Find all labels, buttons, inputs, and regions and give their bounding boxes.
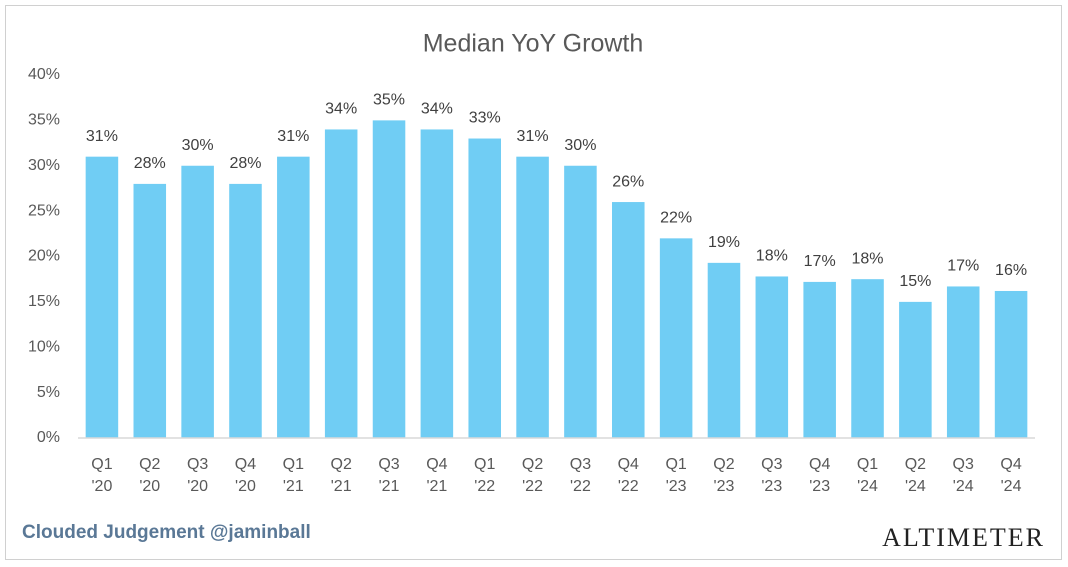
x-tick-label: Q3 '24 — [952, 456, 974, 495]
x-tick-label: Q2 '20 — [139, 456, 161, 495]
x-tick-label: Q4 '21 — [426, 456, 448, 495]
x-tick-label: Q3 '20 — [186, 456, 209, 495]
value-label: 28% — [134, 155, 166, 172]
bar — [277, 156, 310, 439]
bar — [85, 156, 119, 439]
value-label: 33% — [469, 110, 501, 127]
y-tick-label: 15% — [28, 293, 60, 310]
x-tick-label: Q2 '22 — [521, 456, 544, 495]
x-tick-label: Q4 '23 — [809, 456, 831, 495]
value-label: 15% — [899, 273, 931, 290]
bar — [851, 279, 884, 438]
bar — [707, 262, 741, 438]
bar — [516, 156, 549, 439]
value-label: 31% — [517, 128, 549, 145]
bar — [133, 183, 167, 438]
value-label: 18% — [756, 248, 788, 265]
y-tick-label: 30% — [28, 157, 60, 174]
value-label: 17% — [804, 253, 836, 270]
bar — [372, 120, 406, 438]
value-label: 31% — [86, 128, 118, 145]
bar — [420, 129, 454, 438]
bar — [181, 165, 214, 438]
value-label: 18% — [852, 250, 884, 267]
y-tick-label: 5% — [37, 384, 60, 401]
x-tick-label: Q1 '24 — [856, 456, 879, 495]
bar — [946, 286, 980, 438]
x-tick-label: Q1 '23 — [665, 456, 687, 495]
bar — [612, 202, 645, 438]
x-tick-label: Q1 '22 — [474, 456, 496, 495]
value-label: 26% — [612, 173, 644, 190]
y-tick-label: 25% — [28, 202, 60, 219]
x-tick-label: Q2 '23 — [713, 456, 735, 495]
chart-title: Median YoY Growth — [423, 30, 644, 58]
bar — [324, 129, 358, 438]
x-tick-label: Q3 '21 — [378, 456, 400, 495]
bar — [755, 276, 789, 438]
x-tick-label: Q2 '21 — [330, 456, 352, 495]
x-tick-label: Q4 '20 — [234, 456, 257, 495]
bar — [659, 238, 693, 438]
bar — [803, 281, 836, 438]
x-tick-label: Q4 '24 — [1000, 456, 1022, 495]
bar — [229, 183, 262, 438]
value-label: 28% — [229, 155, 261, 172]
x-tick-label: Q3 '22 — [569, 456, 592, 495]
bar — [468, 138, 501, 438]
value-label: 34% — [421, 101, 453, 118]
x-tick-label: Q3 '23 — [761, 456, 783, 495]
value-label: 30% — [564, 137, 596, 154]
y-tick-label: 10% — [28, 338, 60, 355]
value-label: 30% — [182, 137, 214, 154]
bar — [994, 290, 1028, 438]
value-label: 16% — [995, 262, 1027, 279]
x-tick-label: Q1 '20 — [91, 456, 113, 495]
bar — [899, 301, 932, 438]
value-label: 34% — [325, 101, 357, 118]
value-label: 19% — [708, 234, 740, 251]
value-label: 35% — [373, 92, 405, 109]
brand-logo: Altimeter — [882, 523, 1045, 552]
value-label: 17% — [947, 258, 979, 275]
y-tick-label: 35% — [28, 112, 60, 129]
x-tick-label: Q2 '24 — [904, 456, 927, 495]
y-tick-label: 0% — [37, 429, 60, 446]
x-tick-label: Q4 '22 — [617, 456, 639, 495]
source-note: Clouded Judgement @jaminball — [22, 522, 311, 543]
value-label: 22% — [660, 210, 692, 227]
y-tick-label: 40% — [28, 66, 60, 83]
y-tick-label: 20% — [28, 248, 60, 265]
bar — [564, 165, 597, 438]
value-label: 31% — [277, 128, 309, 145]
x-tick-label: Q1 '21 — [282, 456, 304, 495]
